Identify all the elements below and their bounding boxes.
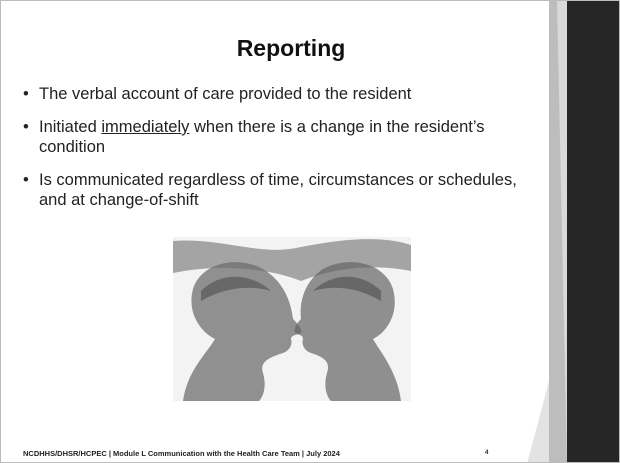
slide-title: Reporting <box>1 35 581 62</box>
bullet-text: immediately <box>101 118 189 136</box>
side-panel <box>567 1 620 463</box>
corner-strip <box>527 381 549 463</box>
page: Reporting The verbal account of care pro… <box>0 0 620 463</box>
bullet: Is communicated regardless of time, circ… <box>23 170 543 210</box>
bullet-text: Is communicated regardless of time, circ… <box>39 171 517 209</box>
decoration <box>1 1 620 463</box>
illustration <box>173 237 411 401</box>
bullet-text: Initiated <box>39 118 101 136</box>
bullet-text: The verbal account of care provided to t… <box>39 85 411 103</box>
bullet-list: The verbal account of care provided to t… <box>23 84 543 223</box>
bullet: The verbal account of care provided to t… <box>23 84 543 104</box>
slide: Reporting The verbal account of care pro… <box>0 0 620 463</box>
page-number: 4 <box>485 450 488 456</box>
footer: NCDHHS/DHSR/HCPEC | Module L Communicati… <box>23 449 340 458</box>
bullet: Initiated immediately when there is a ch… <box>23 117 543 157</box>
